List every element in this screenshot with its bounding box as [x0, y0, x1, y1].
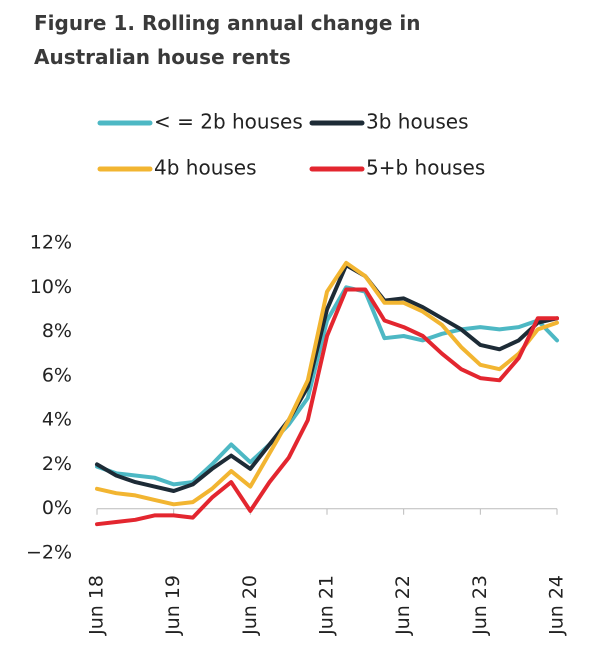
y-tick-label: 4%: [42, 409, 72, 431]
series-line: [95, 260, 559, 507]
x-tick-label: Jun 20: [239, 575, 261, 636]
x-tick-label: Jun 23: [469, 575, 491, 636]
y-tick-label: 8%: [42, 320, 72, 342]
legend-label: 3b houses: [366, 110, 469, 134]
y-tick-label: 10%: [30, 276, 72, 298]
y-tick-label: 12%: [30, 232, 72, 254]
x-tick-label: Jun 21: [316, 575, 338, 636]
x-tick-label: Jun 22: [392, 575, 414, 636]
x-tick-label: Jun 18: [86, 575, 108, 636]
x-tick-label: Jun 24: [546, 575, 568, 636]
legend-label: 5+b houses: [366, 156, 485, 180]
chart-title: Figure 1. Rolling annual change in Austr…: [34, 11, 421, 69]
legend-label: 4b houses: [154, 156, 257, 180]
y-tick-label: −2%: [26, 542, 72, 564]
y-tick-label: 6%: [42, 364, 72, 386]
x-tick-label: Jun 19: [162, 575, 184, 636]
series-line: [95, 287, 559, 527]
y-tick-label: 0%: [42, 497, 72, 519]
series-line: [95, 285, 559, 487]
series-line: [95, 263, 559, 493]
y-tick-label: 2%: [42, 453, 72, 475]
legend-label: < = 2b houses: [154, 110, 303, 134]
